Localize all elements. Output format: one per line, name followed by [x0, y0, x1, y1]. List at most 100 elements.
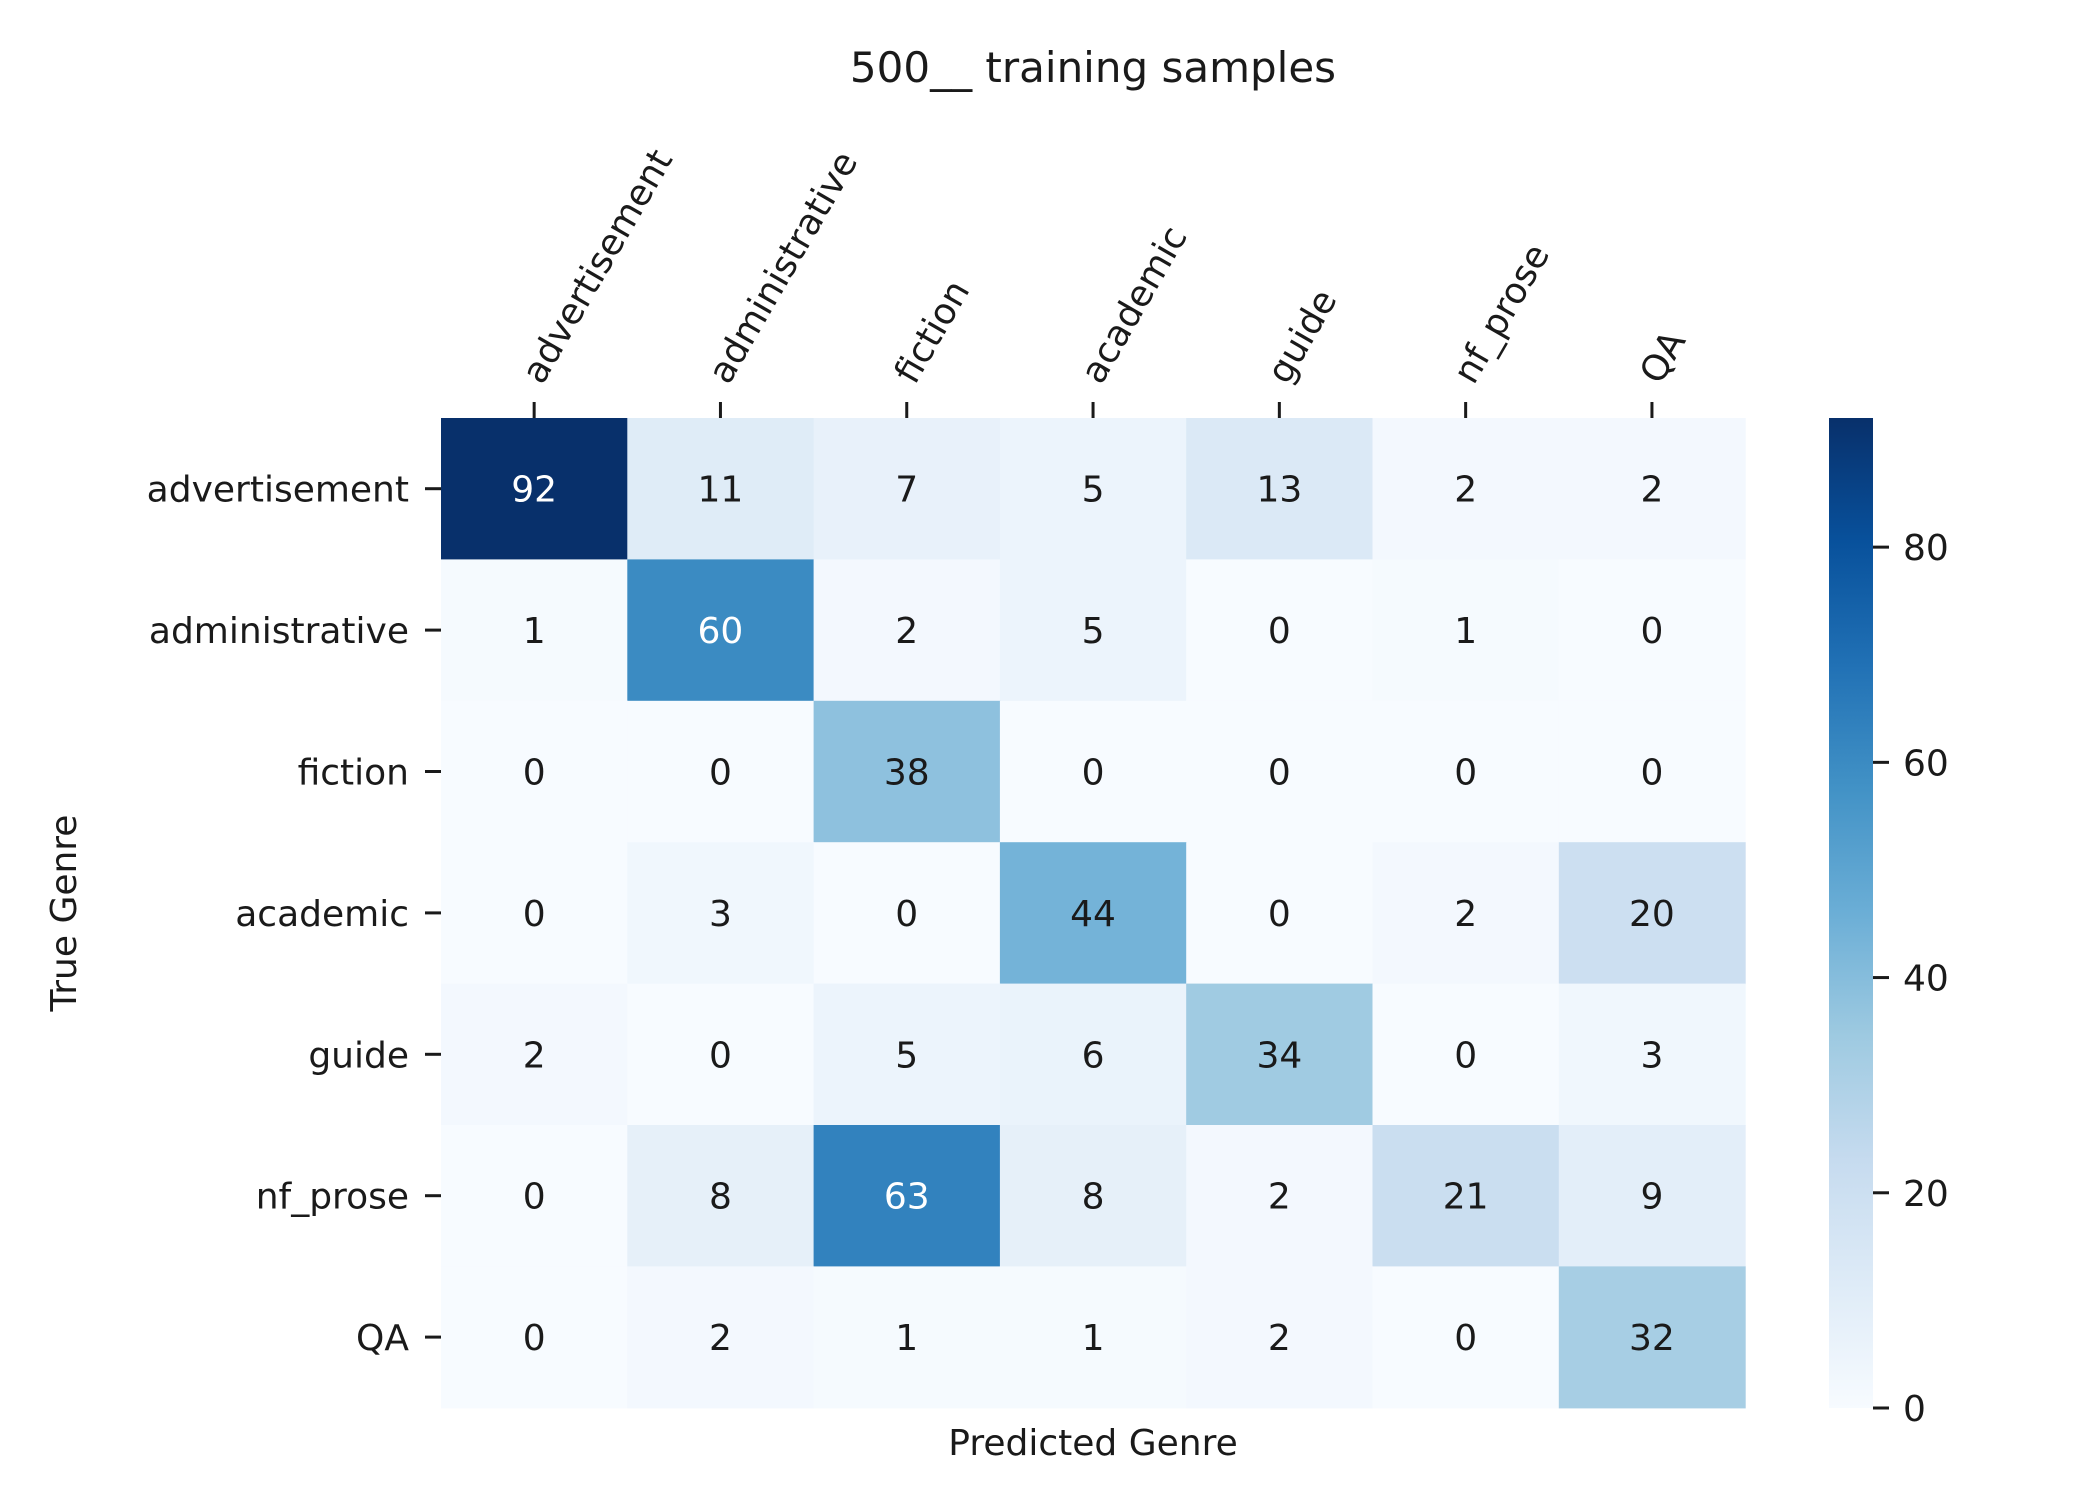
cell-value-label: 5 — [895, 1035, 918, 1076]
x-tick-label: guide — [1260, 283, 1346, 391]
heatmap-cell — [1558, 983, 1746, 1126]
cell-value-label: 1 — [523, 611, 546, 652]
heatmap-cell — [627, 842, 815, 985]
cell-value-label: 13 — [1256, 470, 1302, 511]
heatmap-cell — [627, 700, 815, 843]
x-axis-label: Predicted Genre — [948, 1423, 1237, 1464]
heatmap-cell — [1558, 1125, 1746, 1267]
y-tick-label: academic — [235, 894, 409, 935]
cell-value-label: 5 — [1082, 611, 1105, 652]
heatmap-cell — [1372, 1125, 1560, 1267]
cell-value-label: 0 — [1454, 1318, 1477, 1359]
x-tick-label: nf_prose — [1446, 237, 1558, 390]
heatmap-cell — [999, 842, 1187, 985]
y-axis-label: True Genre — [44, 815, 85, 1013]
heatmap-cell — [441, 983, 628, 1126]
cell-value-label: 92 — [511, 470, 557, 511]
cell-value-label: 0 — [709, 1035, 732, 1076]
heatmap-cell — [1186, 842, 1374, 985]
cell-value-label: 0 — [1082, 753, 1105, 794]
colorbar-tick-label: 60 — [1903, 743, 1949, 784]
heatmap-cell — [1372, 983, 1560, 1126]
cell-value-label: 0 — [523, 1318, 546, 1359]
heatmap-cell — [813, 983, 1001, 1126]
heatmap-cell — [627, 1266, 815, 1409]
x-tick-label: administrative — [701, 145, 867, 391]
cell-value-label: 1 — [895, 1318, 918, 1359]
cell-value-label: 2 — [1268, 1177, 1291, 1218]
heatmap-cell — [1558, 559, 1746, 702]
heatmap-cell — [627, 418, 815, 560]
y-tick-label: nf_prose — [256, 1177, 409, 1218]
heatmap-cell — [1558, 700, 1746, 843]
y-tick-label: administrative — [149, 611, 409, 652]
cell-value-label: 21 — [1443, 1177, 1489, 1218]
heatmap-cell — [1186, 700, 1374, 843]
heatmap-cell — [999, 559, 1187, 702]
cell-value-label: 2 — [1640, 470, 1663, 511]
cell-value-label: 0 — [523, 1177, 546, 1218]
cell-value-label: 3 — [709, 894, 732, 935]
cell-value-label: 5 — [1082, 470, 1105, 511]
cell-value-label: 0 — [1454, 753, 1477, 794]
heatmap-cell — [1186, 1125, 1374, 1267]
cell-value-label: 1 — [1454, 611, 1477, 652]
x-tick-label: QA — [1632, 324, 1694, 391]
cell-value-label: 11 — [698, 470, 744, 511]
cell-value-label: 6 — [1082, 1035, 1105, 1076]
heatmap-cell — [813, 1125, 1001, 1267]
x-axis-ticks: advertisement administrative fiction academ… — [514, 143, 1694, 418]
heatmap-cell — [627, 983, 815, 1126]
cell-value-label: 0 — [1454, 1035, 1477, 1076]
colorbar: 0 20 40 60 80 — [1829, 418, 1949, 1430]
heatmap-cell — [813, 418, 1001, 560]
heatmap-cell — [441, 418, 628, 560]
y-tick-label: QA — [356, 1318, 409, 1359]
heatmap-cell — [1372, 700, 1560, 843]
cell-value-label: 2 — [895, 611, 918, 652]
x-tick-label: advertisement — [514, 143, 681, 391]
heatmap-cell — [1186, 418, 1374, 560]
heatmap-cell — [999, 418, 1187, 560]
cell-value-label: 32 — [1629, 1318, 1675, 1359]
heatmap-cell — [813, 842, 1001, 985]
heatmap-cell — [999, 983, 1187, 1126]
cell-value-label: 2 — [1268, 1318, 1291, 1359]
heatmap-cell — [1558, 418, 1746, 560]
heatmap-cell — [1186, 983, 1374, 1126]
heatmap-cell — [813, 700, 1001, 843]
colorbar-gradient — [1829, 418, 1873, 1408]
heatmap-cell — [1558, 842, 1746, 985]
cell-value-label: 34 — [1256, 1035, 1302, 1076]
cell-value-label: 3 — [1640, 1035, 1663, 1076]
cell-value-label: 20 — [1629, 894, 1675, 935]
cell-value-label: 0 — [1640, 753, 1663, 794]
x-tick-label: academic — [1073, 220, 1195, 391]
y-axis-ticks: advertisement administrative fiction academ… — [147, 470, 441, 1359]
cell-value-label: 0 — [895, 894, 918, 935]
cell-value-label: 1 — [1082, 1318, 1105, 1359]
heatmap-cell — [627, 1125, 815, 1267]
heatmap-cell — [1372, 1266, 1560, 1409]
y-tick-label: fiction — [298, 753, 409, 794]
y-tick-label: guide — [308, 1035, 409, 1076]
cell-value-label: 9 — [1640, 1177, 1663, 1218]
heatmap-cell — [441, 1125, 628, 1267]
heatmap-cell — [1372, 418, 1560, 560]
cell-value-label: 60 — [698, 611, 744, 652]
chart-title: 500__ training samples — [850, 43, 1336, 92]
cell-value-label: 63 — [884, 1177, 930, 1218]
cell-value-label: 2 — [709, 1318, 732, 1359]
cell-value-label: 7 — [895, 470, 918, 511]
heatmap-cell — [1558, 1266, 1746, 1409]
cell-value-label: 38 — [884, 753, 930, 794]
heatmap-cells: 92 11 7 5 13 2 21 60 2 5 0 1 00 0 38 0 0 0 00 3 0 44 0 2 202 0 5 6 3… — [441, 418, 1746, 1409]
cell-value-label: 0 — [1268, 611, 1291, 652]
cell-value-label: 2 — [1454, 470, 1477, 511]
heatmap-cell — [1186, 559, 1374, 702]
heatmap-cell — [627, 559, 815, 702]
heatmap-cell — [813, 1266, 1001, 1409]
cell-value-label: 8 — [1082, 1177, 1105, 1218]
colorbar-tick-label: 80 — [1903, 528, 1949, 569]
cell-value-label: 0 — [523, 894, 546, 935]
